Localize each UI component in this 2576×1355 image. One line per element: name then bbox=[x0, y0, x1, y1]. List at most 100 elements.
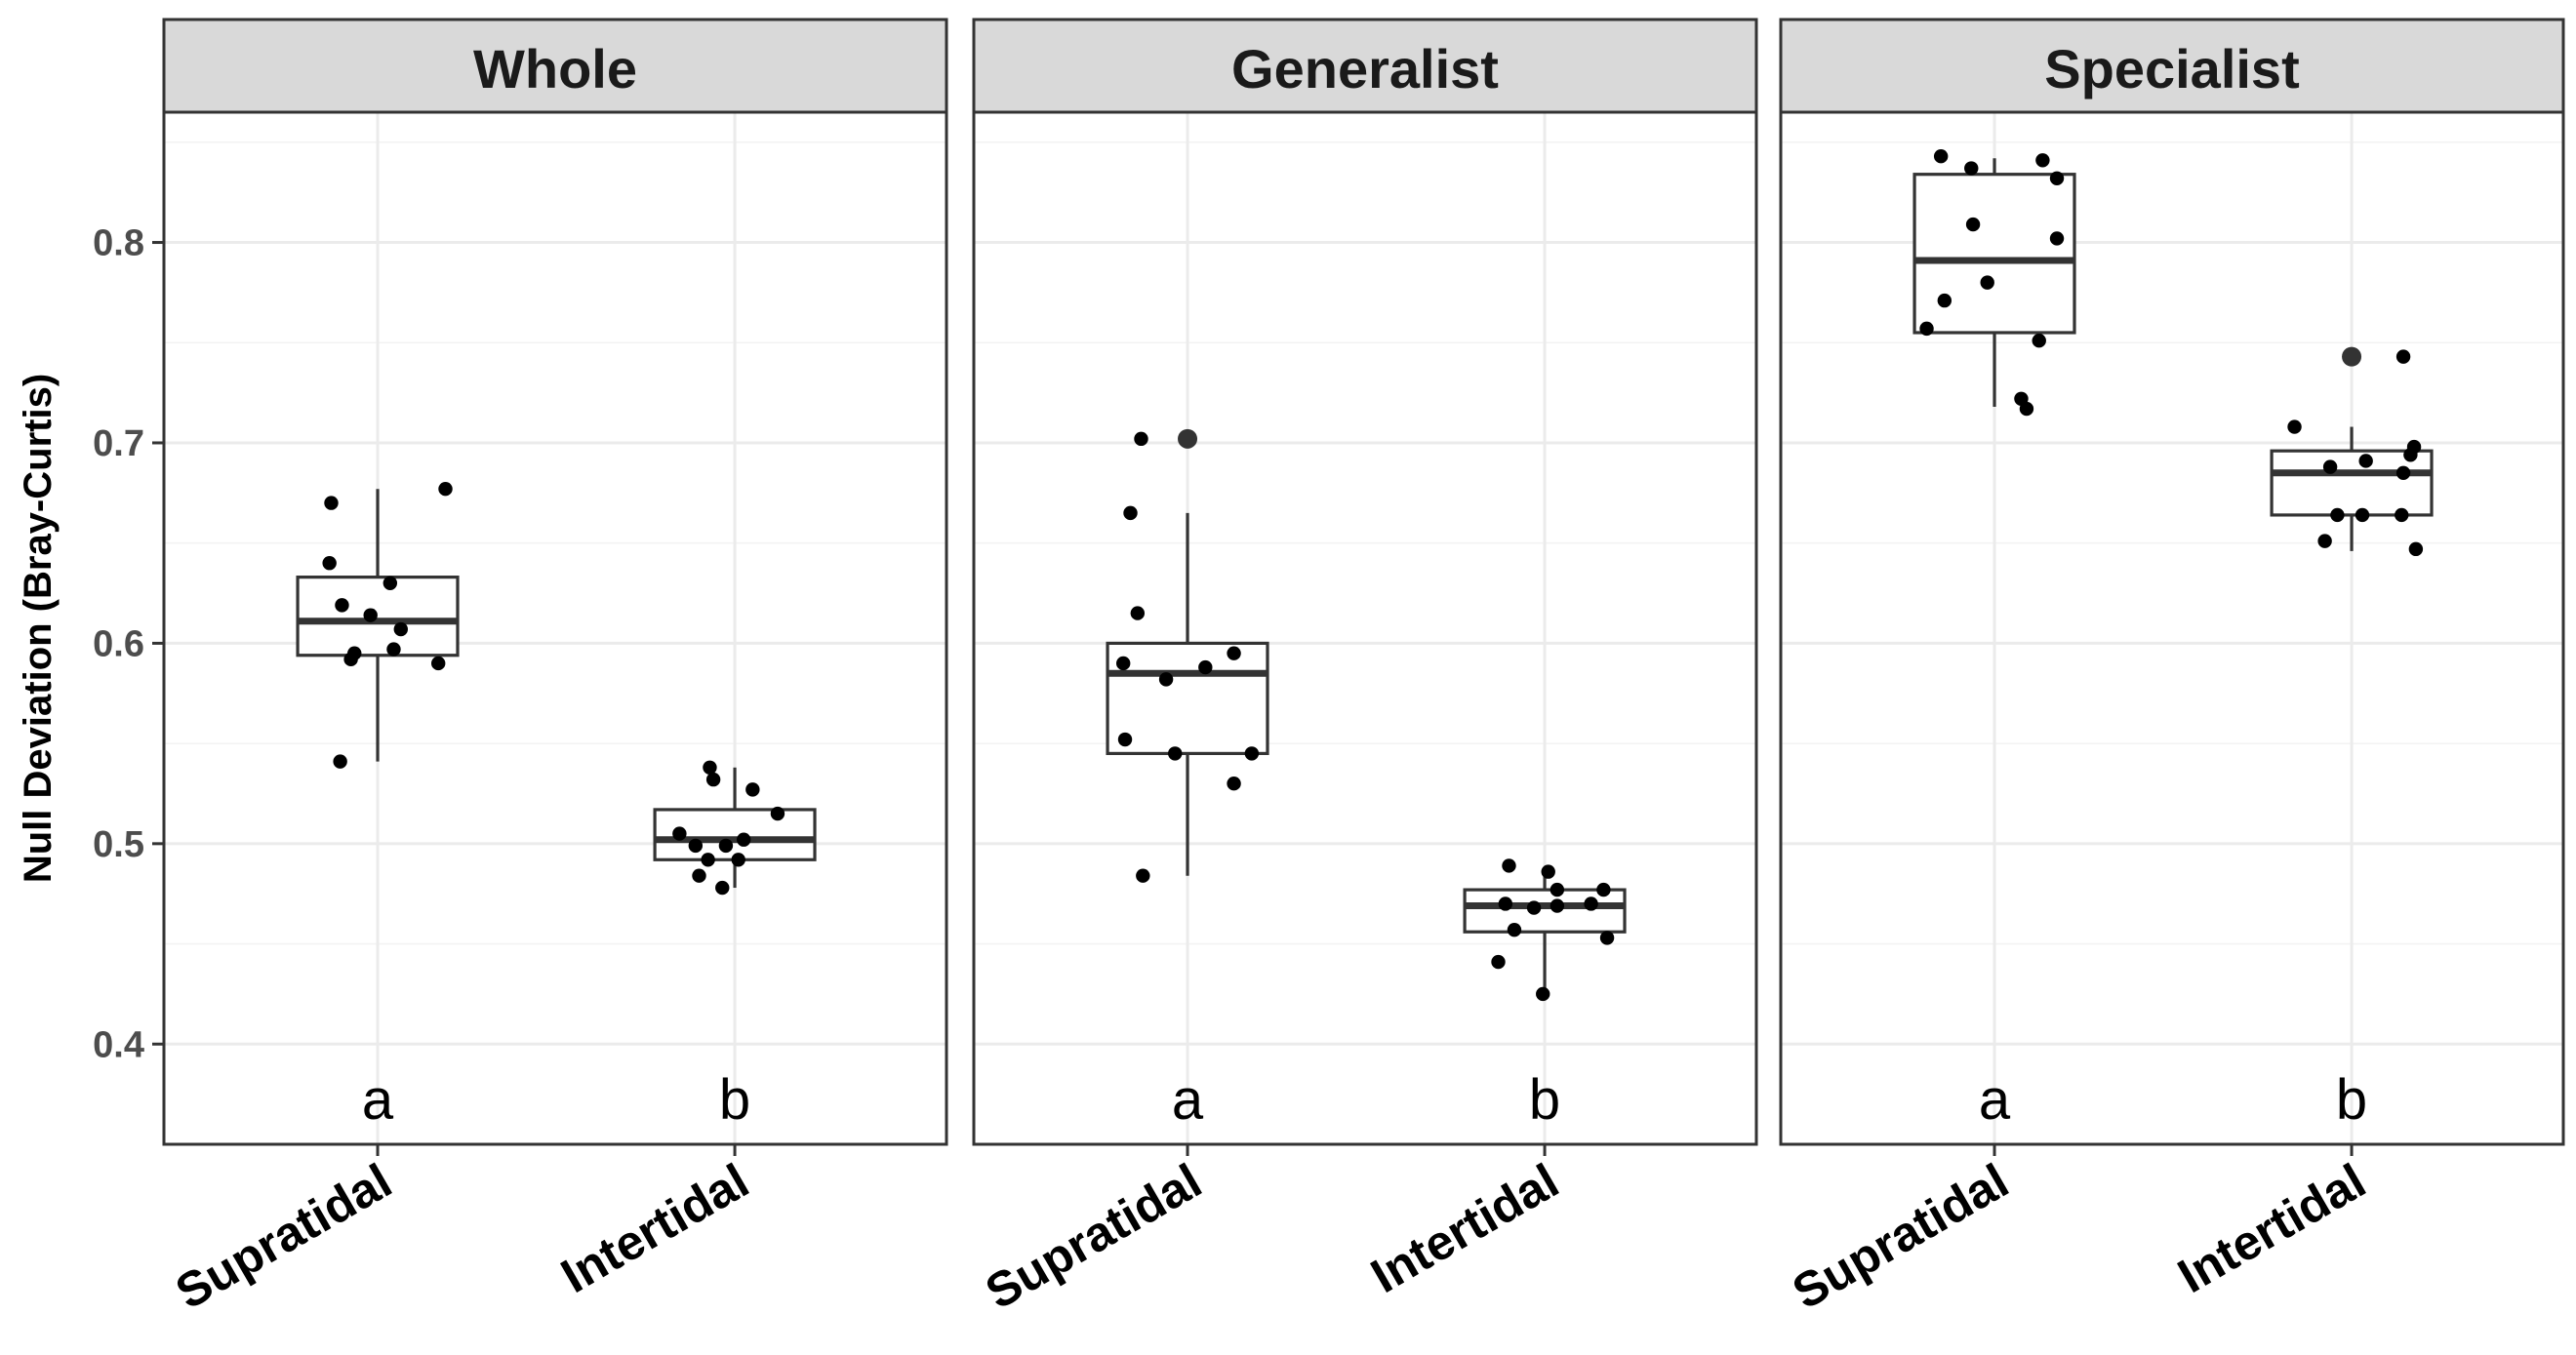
data-point bbox=[1134, 431, 1148, 447]
box-group-intertidal: b bbox=[1463, 858, 1627, 1132]
data-point bbox=[343, 652, 358, 667]
data-point bbox=[2408, 541, 2424, 557]
significance-letter: b bbox=[1529, 1068, 1560, 1132]
y-tick-label: 0.8 bbox=[93, 223, 144, 264]
data-point bbox=[688, 838, 704, 854]
y-tick-label: 0.5 bbox=[93, 824, 144, 865]
box-iqr bbox=[1463, 888, 1627, 934]
box-iqr bbox=[1912, 173, 2076, 335]
data-point bbox=[1158, 672, 1174, 687]
data-point bbox=[1117, 732, 1133, 747]
panel-border bbox=[1779, 110, 2565, 1146]
y-tick-label: 0.6 bbox=[93, 623, 144, 664]
data-point bbox=[2406, 439, 2422, 455]
panel-generalist: Generalist a b bbox=[972, 18, 1758, 1146]
box-group-intertidal: b bbox=[2270, 346, 2434, 1132]
x-tick-label: Supratidal bbox=[977, 1153, 1211, 1320]
plot-area bbox=[1781, 112, 2563, 1144]
data-point bbox=[363, 608, 378, 622]
data-point bbox=[1536, 986, 1550, 1002]
box-group-supratidal: a bbox=[1912, 148, 2076, 1132]
x-tick-label: Intertidal bbox=[1362, 1153, 1568, 1303]
data-point bbox=[2035, 153, 2050, 168]
data-point bbox=[335, 598, 349, 613]
data-point bbox=[1980, 275, 1994, 290]
y-tick-label: 0.7 bbox=[93, 423, 144, 464]
panel-whole: Whole a b bbox=[162, 18, 948, 1146]
facet-strip-title: Generalist bbox=[1231, 38, 1499, 100]
data-point bbox=[2019, 401, 2034, 417]
data-point bbox=[672, 826, 687, 841]
data-point bbox=[1550, 882, 1565, 897]
outlier-point bbox=[1178, 428, 1198, 449]
data-point bbox=[1168, 746, 1183, 761]
significance-letter: a bbox=[1979, 1068, 2011, 1132]
data-point bbox=[1498, 897, 1513, 911]
significance-letter: a bbox=[1172, 1068, 1204, 1132]
data-point bbox=[2395, 349, 2411, 364]
x-tick-label: Intertidal bbox=[552, 1153, 758, 1303]
x-tick-label: Supratidal bbox=[167, 1153, 401, 1320]
data-point bbox=[2330, 507, 2345, 523]
facet-strip bbox=[162, 18, 948, 114]
data-point bbox=[701, 853, 715, 867]
data-point bbox=[2317, 534, 2332, 548]
data-point bbox=[1965, 217, 1981, 232]
data-point bbox=[705, 772, 721, 787]
box-group-intertidal: b bbox=[653, 760, 817, 1132]
data-point bbox=[1599, 931, 1615, 945]
significance-letter: a bbox=[362, 1068, 394, 1132]
data-point bbox=[1526, 900, 1542, 915]
data-point bbox=[1584, 897, 1598, 911]
panel-border bbox=[162, 110, 948, 1146]
data-point bbox=[2032, 333, 2046, 348]
data-point bbox=[386, 642, 401, 657]
data-point bbox=[333, 754, 347, 769]
data-point bbox=[745, 782, 760, 797]
panel-specialist: Specialist a b bbox=[1779, 18, 2565, 1146]
data-point bbox=[324, 496, 339, 510]
data-point bbox=[1541, 864, 1555, 879]
data-point bbox=[1919, 321, 1934, 337]
data-point bbox=[1136, 868, 1150, 883]
plot-area bbox=[974, 112, 1756, 1144]
data-point bbox=[1130, 606, 1146, 620]
data-point bbox=[1227, 646, 1241, 660]
data-point bbox=[1550, 898, 1565, 913]
data-point bbox=[1244, 746, 1260, 761]
data-point bbox=[770, 806, 785, 821]
plot-area bbox=[164, 112, 946, 1144]
data-point bbox=[2395, 465, 2411, 480]
x-tick-label: Intertidal bbox=[2169, 1153, 2375, 1303]
data-point bbox=[1596, 882, 1611, 897]
data-point bbox=[1227, 777, 1241, 791]
data-point bbox=[322, 556, 337, 571]
y-axis-label: Null Deviation (Bray-Curtis) bbox=[17, 374, 60, 883]
facet-strip-title: Whole bbox=[473, 38, 637, 100]
data-point bbox=[2049, 171, 2065, 185]
data-point bbox=[438, 482, 453, 497]
x-tick-label: Supratidal bbox=[1784, 1153, 2018, 1320]
box-iqr bbox=[2270, 449, 2434, 517]
data-point bbox=[2049, 231, 2065, 246]
data-point bbox=[2322, 459, 2338, 474]
panel-border bbox=[972, 110, 1758, 1146]
data-point bbox=[1198, 659, 1213, 675]
data-point bbox=[382, 576, 398, 590]
data-point bbox=[2287, 419, 2302, 434]
data-point bbox=[715, 880, 730, 896]
facet-strip-title: Specialist bbox=[2044, 38, 2299, 100]
box-iqr bbox=[296, 576, 460, 658]
significance-letter: b bbox=[2336, 1068, 2367, 1132]
data-point bbox=[2358, 454, 2373, 468]
data-point bbox=[731, 853, 745, 867]
data-point bbox=[1115, 656, 1131, 671]
data-point bbox=[1507, 922, 1522, 937]
data-point bbox=[737, 832, 751, 847]
data-point bbox=[393, 621, 408, 637]
data-point bbox=[430, 656, 446, 671]
data-point bbox=[1123, 505, 1138, 521]
data-point bbox=[2355, 507, 2370, 523]
y-tick-label: 0.4 bbox=[93, 1024, 144, 1065]
box-group-supratidal: a bbox=[1106, 428, 1269, 1132]
